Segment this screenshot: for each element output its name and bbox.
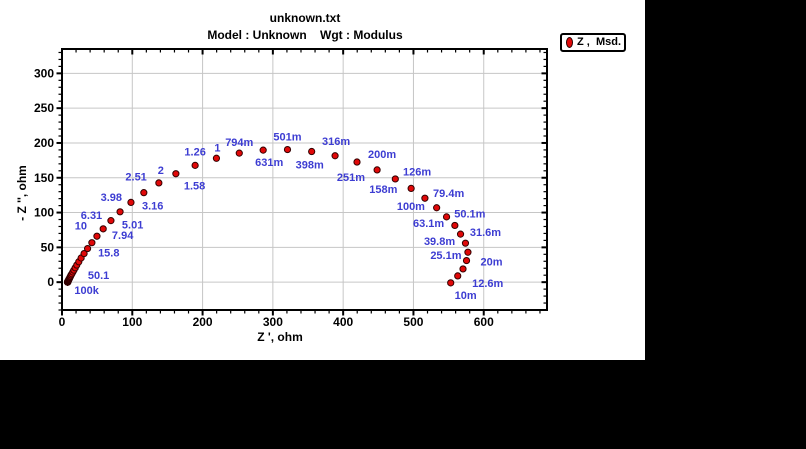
data-point[interactable] — [421, 194, 429, 202]
data-point[interactable] — [442, 213, 451, 221]
freq-label: 100k — [74, 285, 99, 297]
freq-label: 25.1m — [430, 250, 461, 262]
data-point[interactable] — [391, 175, 399, 183]
y-tick-label: 300 — [34, 66, 54, 80]
data-point[interactable] — [459, 265, 467, 273]
plot-panel: 0 100 200 300 400 500 600 0 50 100 150 200 250 300 100… — [0, 0, 645, 360]
data-point[interactable] — [88, 239, 96, 247]
y-axis-title: - Z '', ohm — [15, 165, 29, 221]
freq-label: 316m — [322, 136, 350, 148]
data-point[interactable] — [99, 225, 107, 233]
data-point[interactable] — [308, 147, 316, 156]
data-point[interactable] — [116, 208, 124, 216]
freq-label: 20m — [481, 257, 503, 269]
x-tick-label: 100 — [122, 315, 142, 329]
x-tick-label: 0 — [59, 315, 66, 329]
data-point[interactable] — [172, 170, 180, 178]
y-tick-label: 100 — [34, 206, 54, 220]
y-tick-label: 250 — [34, 101, 54, 115]
freq-label: 79.4m — [433, 188, 464, 200]
legend-box[interactable]: Z , Msd. — [560, 33, 626, 52]
data-point[interactable] — [407, 184, 415, 193]
data-point[interactable] — [353, 158, 361, 166]
x-tick-label: 500 — [403, 315, 423, 329]
data-point[interactable] — [212, 154, 221, 162]
data-point[interactable] — [464, 248, 472, 256]
freq-label: 1 — [214, 142, 220, 154]
legend-label: Z , Msd. — [577, 36, 621, 48]
freq-label: 126m — [403, 166, 431, 178]
freq-label: 31.6m — [470, 227, 501, 239]
data-point[interactable] — [456, 230, 465, 238]
x-tick-label: 400 — [333, 315, 353, 329]
freq-label: 12.6m — [472, 278, 503, 290]
data-point[interactable] — [191, 161, 199, 169]
data-point[interactable] — [283, 145, 292, 154]
x-tick-label: 600 — [474, 315, 494, 329]
freq-label: 631m — [255, 157, 283, 169]
data-point[interactable] — [155, 179, 163, 187]
data-point[interactable] — [331, 152, 339, 160]
data-point[interactable] — [259, 146, 267, 154]
page-title: unknown.txt — [269, 11, 341, 25]
freq-label: 5.01 — [122, 220, 143, 232]
data-point[interactable] — [454, 272, 462, 280]
freq-label: 50.1 — [88, 270, 109, 282]
freq-label: 158m — [369, 184, 397, 196]
freq-label: 2 — [158, 165, 164, 177]
y-tick-label: 0 — [47, 275, 54, 289]
freq-label: 15.8 — [98, 248, 119, 260]
data-point[interactable] — [140, 189, 148, 197]
y-tick-label: 200 — [34, 136, 54, 150]
freq-label: 1.26 — [184, 146, 205, 158]
data-point[interactable] — [461, 239, 470, 247]
freq-label: 10 — [75, 221, 87, 233]
data-point[interactable] — [93, 232, 101, 240]
freq-label: 10m — [455, 290, 477, 302]
data-point[interactable] — [80, 249, 88, 258]
freq-label: 6.31 — [81, 210, 102, 222]
data-point[interactable] — [127, 198, 135, 206]
data-point[interactable] — [83, 244, 92, 253]
data-point[interactable] — [451, 221, 459, 230]
data-point[interactable] — [107, 217, 115, 225]
y-tick-label: 150 — [34, 171, 54, 185]
x-tick-label: 300 — [263, 315, 283, 329]
freq-label: 100m — [397, 201, 425, 213]
nyquist-plot: 0 100 200 300 400 500 600 0 50 100 150 200 250 300 100… — [34, 48, 548, 329]
freq-label: 50.1m — [454, 208, 485, 220]
freq-label: 1.58 — [184, 181, 205, 193]
freq-label: 7.94 — [112, 230, 134, 242]
data-point[interactable] — [235, 149, 243, 157]
data-point[interactable] — [433, 204, 441, 212]
freq-label: 39.8m — [424, 236, 455, 248]
legend-marker-icon — [566, 37, 573, 48]
freq-label: 501m — [273, 132, 301, 144]
freq-label: 794m — [225, 137, 253, 149]
data-point[interactable] — [447, 279, 455, 287]
x-axis-title: Z ', ohm — [257, 330, 303, 344]
y-tick-label: 50 — [41, 240, 55, 254]
freq-label: 63.1m — [413, 218, 444, 230]
freq-label: 200m — [368, 149, 396, 161]
data-point[interactable] — [462, 256, 471, 265]
freq-label: 2.51 — [125, 172, 146, 184]
freq-label: 3.98 — [101, 192, 122, 204]
freq-label: 3.16 — [142, 200, 163, 212]
data-point[interactable] — [373, 166, 381, 174]
freq-label: 251m — [337, 172, 365, 184]
model-weighting-subtitle: Model : Unknown Wgt : Modulus — [207, 28, 403, 42]
x-tick-label: 200 — [193, 315, 213, 329]
plot-frame — [61, 48, 548, 311]
freq-label: 398m — [296, 160, 324, 172]
